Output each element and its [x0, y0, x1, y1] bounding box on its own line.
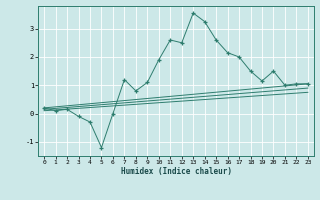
X-axis label: Humidex (Indice chaleur): Humidex (Indice chaleur) — [121, 167, 231, 176]
